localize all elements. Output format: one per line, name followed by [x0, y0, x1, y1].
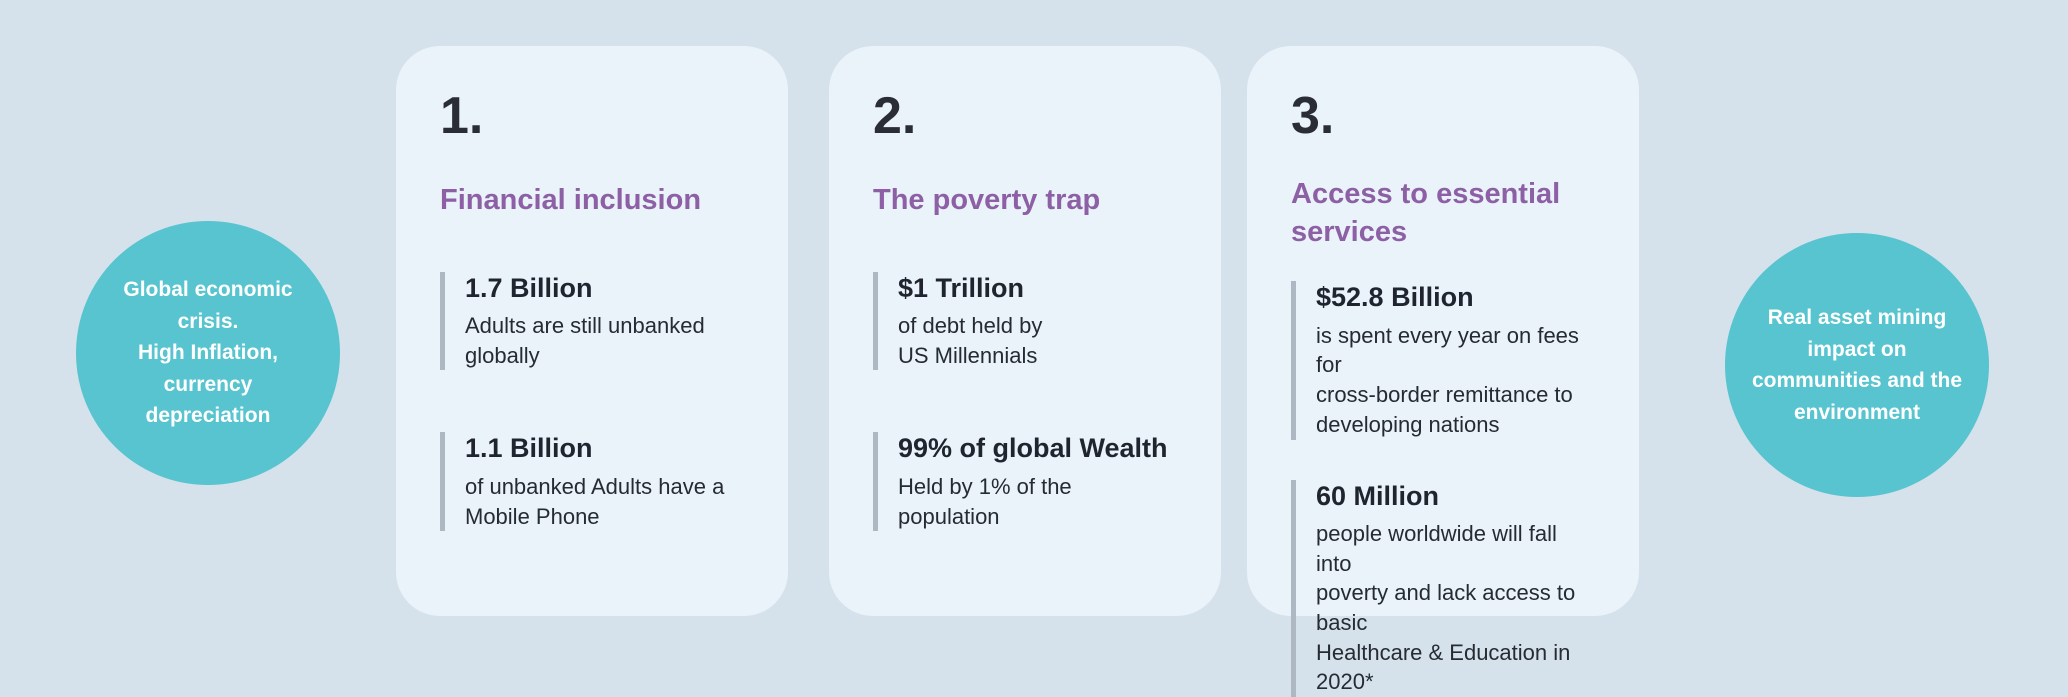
left-context-bubble: Global economic crisis. High Inflation, …	[76, 221, 340, 485]
stat-item: 60 Million people worldwide will fall in…	[1291, 479, 1597, 697]
card-financial-inclusion: 1. Financial inclusion 1.7 Billion Adult…	[396, 46, 788, 616]
card-access-essential-services: 3. Access to essential services $52.8 Bi…	[1247, 46, 1639, 697]
card-number: 3.	[1291, 87, 1335, 145]
card-title: The poverty trap	[873, 184, 1101, 216]
infographic-canvas: Global economic crisis. High Inflation, …	[76, 46, 1989, 697]
stat-item: 1.1 Billion of unbanked Adults have a Mo…	[440, 432, 746, 532]
card-poverty-trap: 2. The poverty trap $1 Trillion of debt …	[829, 46, 1221, 616]
stat-value: 1.7 Billion	[465, 272, 593, 303]
stat-description: Adults are still unbanked globally	[465, 313, 705, 368]
stat-description: of debt held by US Millennials	[898, 313, 1043, 368]
stat-value: 1.1 Billion	[465, 433, 593, 464]
right-context-bubble: Real asset mining impact on communities …	[1725, 233, 1989, 497]
stat-item: 99% of global Wealth Held by 1% of the p…	[873, 432, 1179, 532]
card-number: 1.	[440, 87, 484, 145]
left-bubble-text: Global economic crisis. High Inflation, …	[123, 278, 293, 428]
stat-description: Held by 1% of the population	[898, 473, 1072, 529]
stat-value: 99% of global Wealth	[898, 433, 1168, 464]
card-number: 2.	[873, 87, 917, 145]
stat-description: is spent every year on fees for cross-bo…	[1316, 322, 1579, 437]
right-bubble-text: Real asset mining impact on communities …	[1751, 306, 1963, 424]
stat-description: of unbanked Adults have a Mobile Phone	[465, 473, 725, 529]
stat-item: $52.8 Billion is spent every year on fee…	[1291, 281, 1597, 440]
stat-value: $1 Trillion	[898, 272, 1025, 303]
stat-item: $1 Trillion of debt held by US Millennia…	[873, 271, 1179, 371]
stat-item: 1.7 Billion Adults are still unbanked gl…	[440, 271, 746, 371]
stat-value: $52.8 Billion	[1316, 282, 1474, 313]
card-title: Access to essential services	[1291, 178, 1561, 248]
stat-value: 60 Million	[1316, 480, 1440, 511]
card-title: Financial inclusion	[440, 184, 702, 216]
stat-description: people worldwide will fall into poverty …	[1316, 520, 1576, 695]
